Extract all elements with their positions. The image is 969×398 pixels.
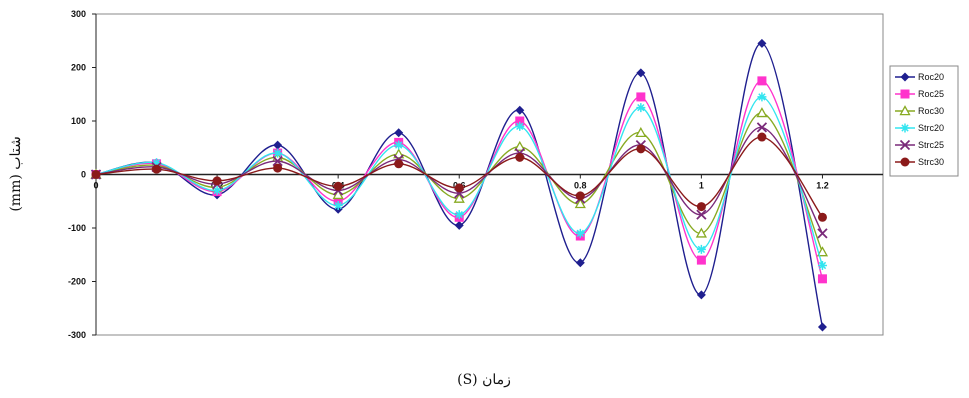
legend-marker <box>899 139 911 151</box>
legend-box <box>889 65 959 177</box>
data-point <box>696 202 706 212</box>
data-point <box>696 209 707 220</box>
data-point <box>695 227 707 238</box>
legend-item: Roc20 <box>895 72 944 82</box>
data-point <box>816 246 829 257</box>
legend-label: Roc20 <box>918 72 944 82</box>
legend-item: Roc25 <box>895 89 944 99</box>
data-point <box>212 176 222 186</box>
data-point <box>757 92 767 102</box>
data-point <box>696 255 706 265</box>
data-point <box>636 103 646 113</box>
data-point <box>454 183 464 193</box>
data-point <box>333 181 343 191</box>
data-point <box>273 140 283 150</box>
legend-item: Strc20 <box>895 123 944 133</box>
legend: Roc20 Roc25 Roc30 Strc20 Strc25 Strc30 <box>889 65 959 177</box>
data-point <box>757 76 767 86</box>
legend-marker <box>900 72 910 82</box>
y-tick-label: -300 <box>68 330 86 340</box>
data-point <box>152 164 162 174</box>
data-point <box>394 128 404 138</box>
y-tick-label: 300 <box>71 9 86 19</box>
data-point <box>575 191 585 201</box>
data-point <box>636 92 646 102</box>
data-point <box>212 186 222 196</box>
series-line <box>95 96 824 266</box>
legend-marker <box>900 123 910 133</box>
data-point <box>636 68 646 78</box>
x-axis-title: زمان (S) <box>457 372 511 388</box>
legend-label: Strc20 <box>918 123 944 133</box>
data-point <box>332 188 344 200</box>
data-point <box>696 244 706 254</box>
data-point <box>817 322 827 332</box>
series-line <box>95 136 824 218</box>
legend-item: Strc30 <box>895 157 944 167</box>
legend-label: Roc30 <box>918 106 944 116</box>
data-point <box>273 163 283 173</box>
data-point <box>817 260 827 270</box>
series-layer <box>90 38 829 332</box>
data-point <box>575 258 585 268</box>
y-tick-label: -100 <box>68 223 86 233</box>
data-point <box>515 116 525 126</box>
data-point <box>454 210 464 220</box>
x-tick-label: 1 <box>699 181 704 191</box>
data-point <box>757 132 767 142</box>
data-point <box>333 201 343 211</box>
data-point <box>454 220 464 230</box>
x-tick-label: 0.8 <box>574 181 587 191</box>
y-axis-title: شتاب (mm) <box>8 136 24 211</box>
data-point <box>273 148 283 158</box>
data-point <box>575 228 585 238</box>
data-point <box>817 212 827 222</box>
data-point <box>757 38 767 48</box>
data-point <box>394 140 404 150</box>
data-point <box>817 274 827 284</box>
legend-label: Strc30 <box>918 157 944 167</box>
data-point <box>393 148 405 159</box>
data-point <box>394 159 404 169</box>
data-point <box>756 122 768 133</box>
legend-marker <box>900 157 910 167</box>
data-point <box>91 170 101 179</box>
legend-marker <box>900 89 910 99</box>
legend-label: Strc25 <box>918 140 944 150</box>
data-point <box>515 105 525 115</box>
y-tick-label: 200 <box>71 63 86 73</box>
data-point <box>696 290 706 300</box>
data-point <box>574 198 586 209</box>
y-tick-label: 0 <box>81 170 86 180</box>
data-point <box>817 228 828 239</box>
legend-item: Strc25 <box>895 139 944 151</box>
data-point <box>152 158 162 168</box>
x-tick-label: 0 <box>93 181 98 191</box>
data-point <box>635 126 647 138</box>
series-strc30 <box>91 132 827 222</box>
data-point <box>636 144 646 154</box>
series-strc20 <box>91 92 827 270</box>
legend-label: Roc25 <box>918 89 944 99</box>
data-point <box>515 121 525 131</box>
data-point <box>272 155 283 167</box>
y-tick-label: -200 <box>68 277 86 287</box>
x-tick-label: 1.2 <box>816 181 829 191</box>
y-tick-label: 100 <box>71 116 86 126</box>
legend-marker <box>899 105 911 116</box>
legend-item: Roc30 <box>895 105 944 116</box>
data-point <box>453 192 465 203</box>
data-point <box>514 140 526 151</box>
data-point <box>515 152 525 162</box>
data-point <box>756 107 768 118</box>
